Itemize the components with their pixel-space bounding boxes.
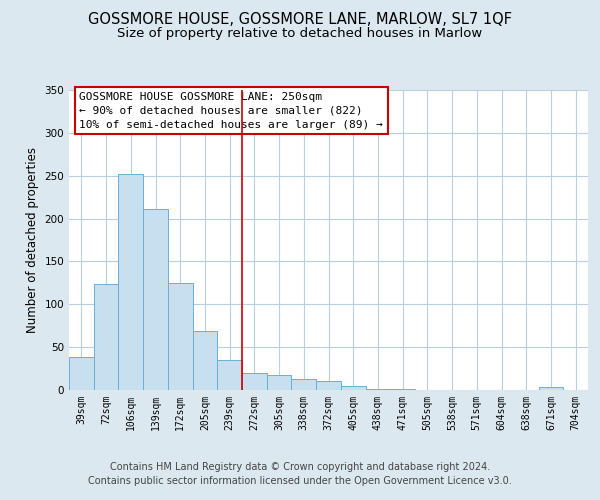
Bar [539,386,563,390]
Bar [193,331,217,390]
Bar [292,379,316,390]
Bar [267,376,292,390]
Bar [168,283,193,390]
Text: GOSSMORE HOUSE GOSSMORE LANE: 250sqm
← 90% of detached houses are smaller (822)
: GOSSMORE HOUSE GOSSMORE LANE: 250sqm ← 9… [79,92,383,130]
Bar [69,358,94,390]
Bar [143,209,168,390]
Bar [94,284,118,390]
Text: GOSSMORE HOUSE, GOSSMORE LANE, MARLOW, SL7 1QF: GOSSMORE HOUSE, GOSSMORE LANE, MARLOW, S… [88,12,512,28]
Y-axis label: Number of detached properties: Number of detached properties [26,147,39,333]
Bar [316,380,341,390]
Bar [118,174,143,390]
Bar [217,360,242,390]
Bar [341,386,365,390]
Bar [390,389,415,390]
Text: Contains HM Land Registry data © Crown copyright and database right 2024.
Contai: Contains HM Land Registry data © Crown c… [88,462,512,486]
Bar [365,389,390,390]
Text: Size of property relative to detached houses in Marlow: Size of property relative to detached ho… [118,28,482,40]
Bar [242,373,267,390]
